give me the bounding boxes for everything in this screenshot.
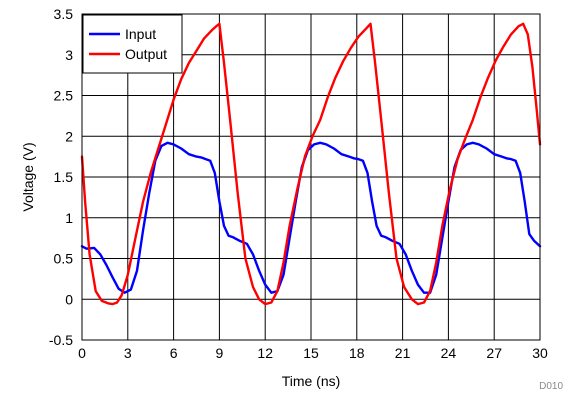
series-lines [80,22,542,306]
y-axis-label: Voltage (V) [20,142,36,211]
y-tick-label: 0 [65,291,73,307]
x-tick-label: 15 [303,345,319,361]
x-tick-label: 12 [257,345,273,361]
x-tick-label: 0 [78,345,86,361]
x-axis-label: Time (ns) [282,373,341,389]
x-tick-label: 21 [395,345,411,361]
y-tick-label: 3 [65,47,73,63]
legend-label-input: Input [125,26,156,42]
plot-frame [81,13,541,341]
x-tick-label: 18 [349,345,365,361]
x-tick-label: 24 [441,345,457,361]
series-line-input [80,141,542,294]
legend-label-output: Output [125,46,167,62]
x-tick-label: 9 [216,345,224,361]
x-tick-label: 3 [124,345,132,361]
legend-box [82,14,183,74]
x-tick-label: 30 [532,345,548,361]
series-line-output [80,22,542,306]
y-tick-label: 1.5 [54,169,74,185]
y-tick-label: 0.5 [54,251,74,267]
x-tick-label: 6 [170,345,178,361]
legend: Input Output [82,14,183,74]
y-tick-label: 1 [65,210,73,226]
x-tick-label: 27 [486,345,502,361]
y-tick-label: -0.5 [49,332,73,348]
y-tick-label: 3.5 [54,6,74,22]
footnote: D010 [539,381,563,392]
tick-labels: 0 3 6 9 12 15 18 21 24 27 30 -0.5 0 0.5 1 1.5 2 2.5 3 3.5 [49,6,548,361]
y-tick-label: 2.5 [54,88,74,104]
y-tick-label: 2 [65,128,73,144]
